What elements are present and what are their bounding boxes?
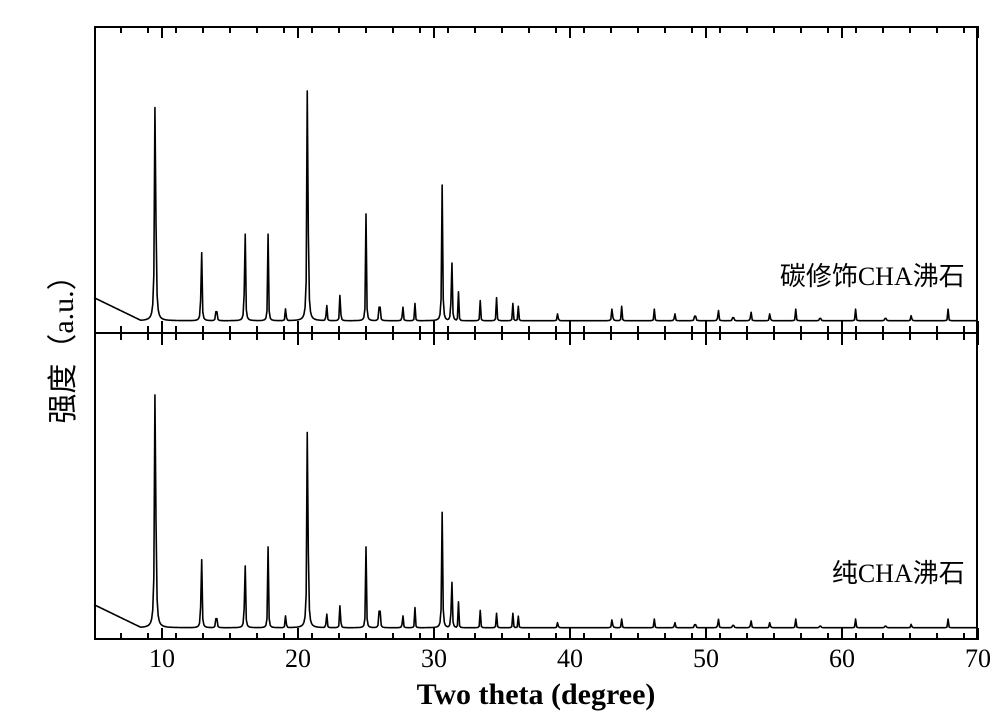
xrd-figure: 强度（a.u.） Two theta (degree) 102030405060… xyxy=(0,0,1000,706)
series-label-bottom: 纯CHA沸石 xyxy=(832,553,965,590)
xrd-trace-bottom xyxy=(0,0,1000,706)
